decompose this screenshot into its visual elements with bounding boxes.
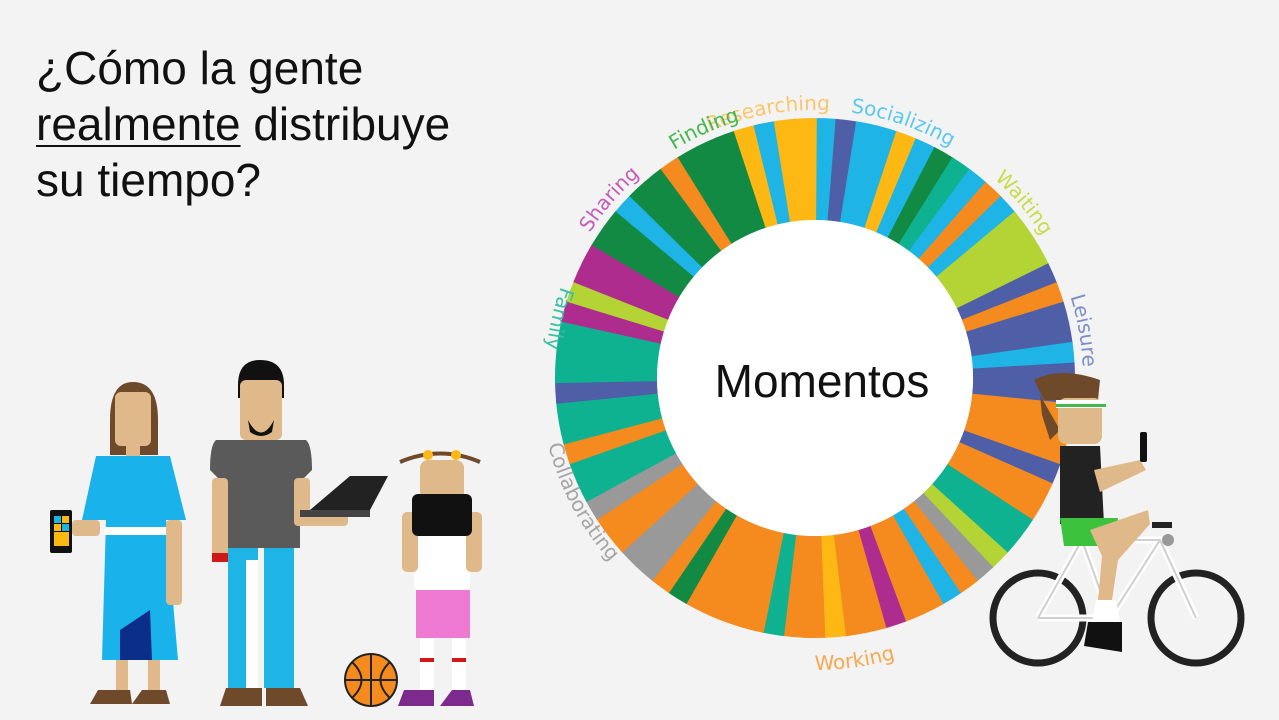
ring-segment [927,195,1016,278]
title-line-1: ¿Cómo la gente [36,42,364,94]
ring-segment [714,130,767,233]
ring-segment [667,508,737,605]
ring-segment [936,211,1029,288]
ring-segment [629,180,713,268]
ring-segment [939,464,1033,539]
ring-segment [943,227,1040,299]
ring-segment [892,508,962,605]
ring-segment [602,209,695,287]
ring-segment [761,532,797,637]
ring-segment [773,118,804,222]
ring-segment [898,157,971,252]
ring-segment [963,418,1067,466]
ring-segment [971,341,1075,370]
ring-segment [958,430,1061,486]
ring-segment [596,463,690,537]
ring-segment [802,535,826,638]
ring-segment [585,452,683,520]
ring-center [657,220,973,536]
ring-segment [918,181,1002,269]
ring-segment [566,280,669,332]
ring-segment [591,226,687,298]
ring-segment [950,245,1050,310]
ring-segment [660,156,733,251]
ring-segment [967,406,1071,447]
ring-segment [845,529,887,634]
girl-figure [398,450,482,706]
ring-segment [852,125,899,229]
center-label: Momentos [715,355,930,407]
ring-segment [576,441,677,502]
ring-segment [908,168,987,260]
ring-segment [966,301,1070,345]
ring-segment [902,501,978,595]
ring-segment [635,492,717,581]
ring-segment [621,483,707,568]
ring-segment [956,263,1058,321]
ring-segment [961,282,1065,333]
ring-segment [794,117,817,221]
ring-segment [815,118,838,221]
ring-segment [753,121,792,225]
ring-segment [922,484,1008,569]
ring-segment [650,500,727,594]
ring-segment [876,138,937,239]
ring-segment [953,442,1053,504]
page-title: ¿Cómo la gente realmente distribuye su tie… [36,40,450,208]
ring-segment [946,453,1044,522]
ring-segment [880,515,944,615]
ring-segment [563,417,666,465]
basketball-icon [344,653,398,707]
title-line-2-rest: distribuye [253,98,451,150]
ring-segment [569,429,671,484]
ring-segment [557,319,662,357]
ring-segment [573,261,674,320]
woman-figure [50,382,186,704]
ring-segment [703,520,760,622]
ring-segment [581,243,680,309]
ring-segment [677,146,744,244]
ring-segment [695,137,755,238]
ring-segment [741,529,784,633]
ring-segment [869,521,926,623]
ring-segment [615,194,703,277]
category-label-working: Working [814,640,897,675]
cyclist-figure [989,373,1245,667]
ring-segment [857,525,907,629]
title-line-3: su tiempo? [36,154,262,206]
ring-segment [722,525,772,628]
ring-segment [733,124,779,228]
ring-segment [820,534,846,638]
ring-segment [931,474,1022,554]
ring-segment [555,380,658,404]
ring-segment [832,532,867,637]
ring-segment [864,131,918,233]
title-underlined-word: realmente [36,98,241,150]
ring-segment [912,493,994,582]
ring-segment [561,299,665,344]
ring-segment [684,514,749,614]
ring-segment [644,167,723,259]
ring-segment [827,118,858,223]
ring-segment [969,321,1073,358]
ring-segment [840,121,879,225]
ring-segment [887,147,954,245]
ring-segment [558,405,663,445]
ring-segment [782,534,809,638]
man-figure [210,360,388,706]
ring-segment [555,340,659,369]
ring-segment [607,473,698,553]
